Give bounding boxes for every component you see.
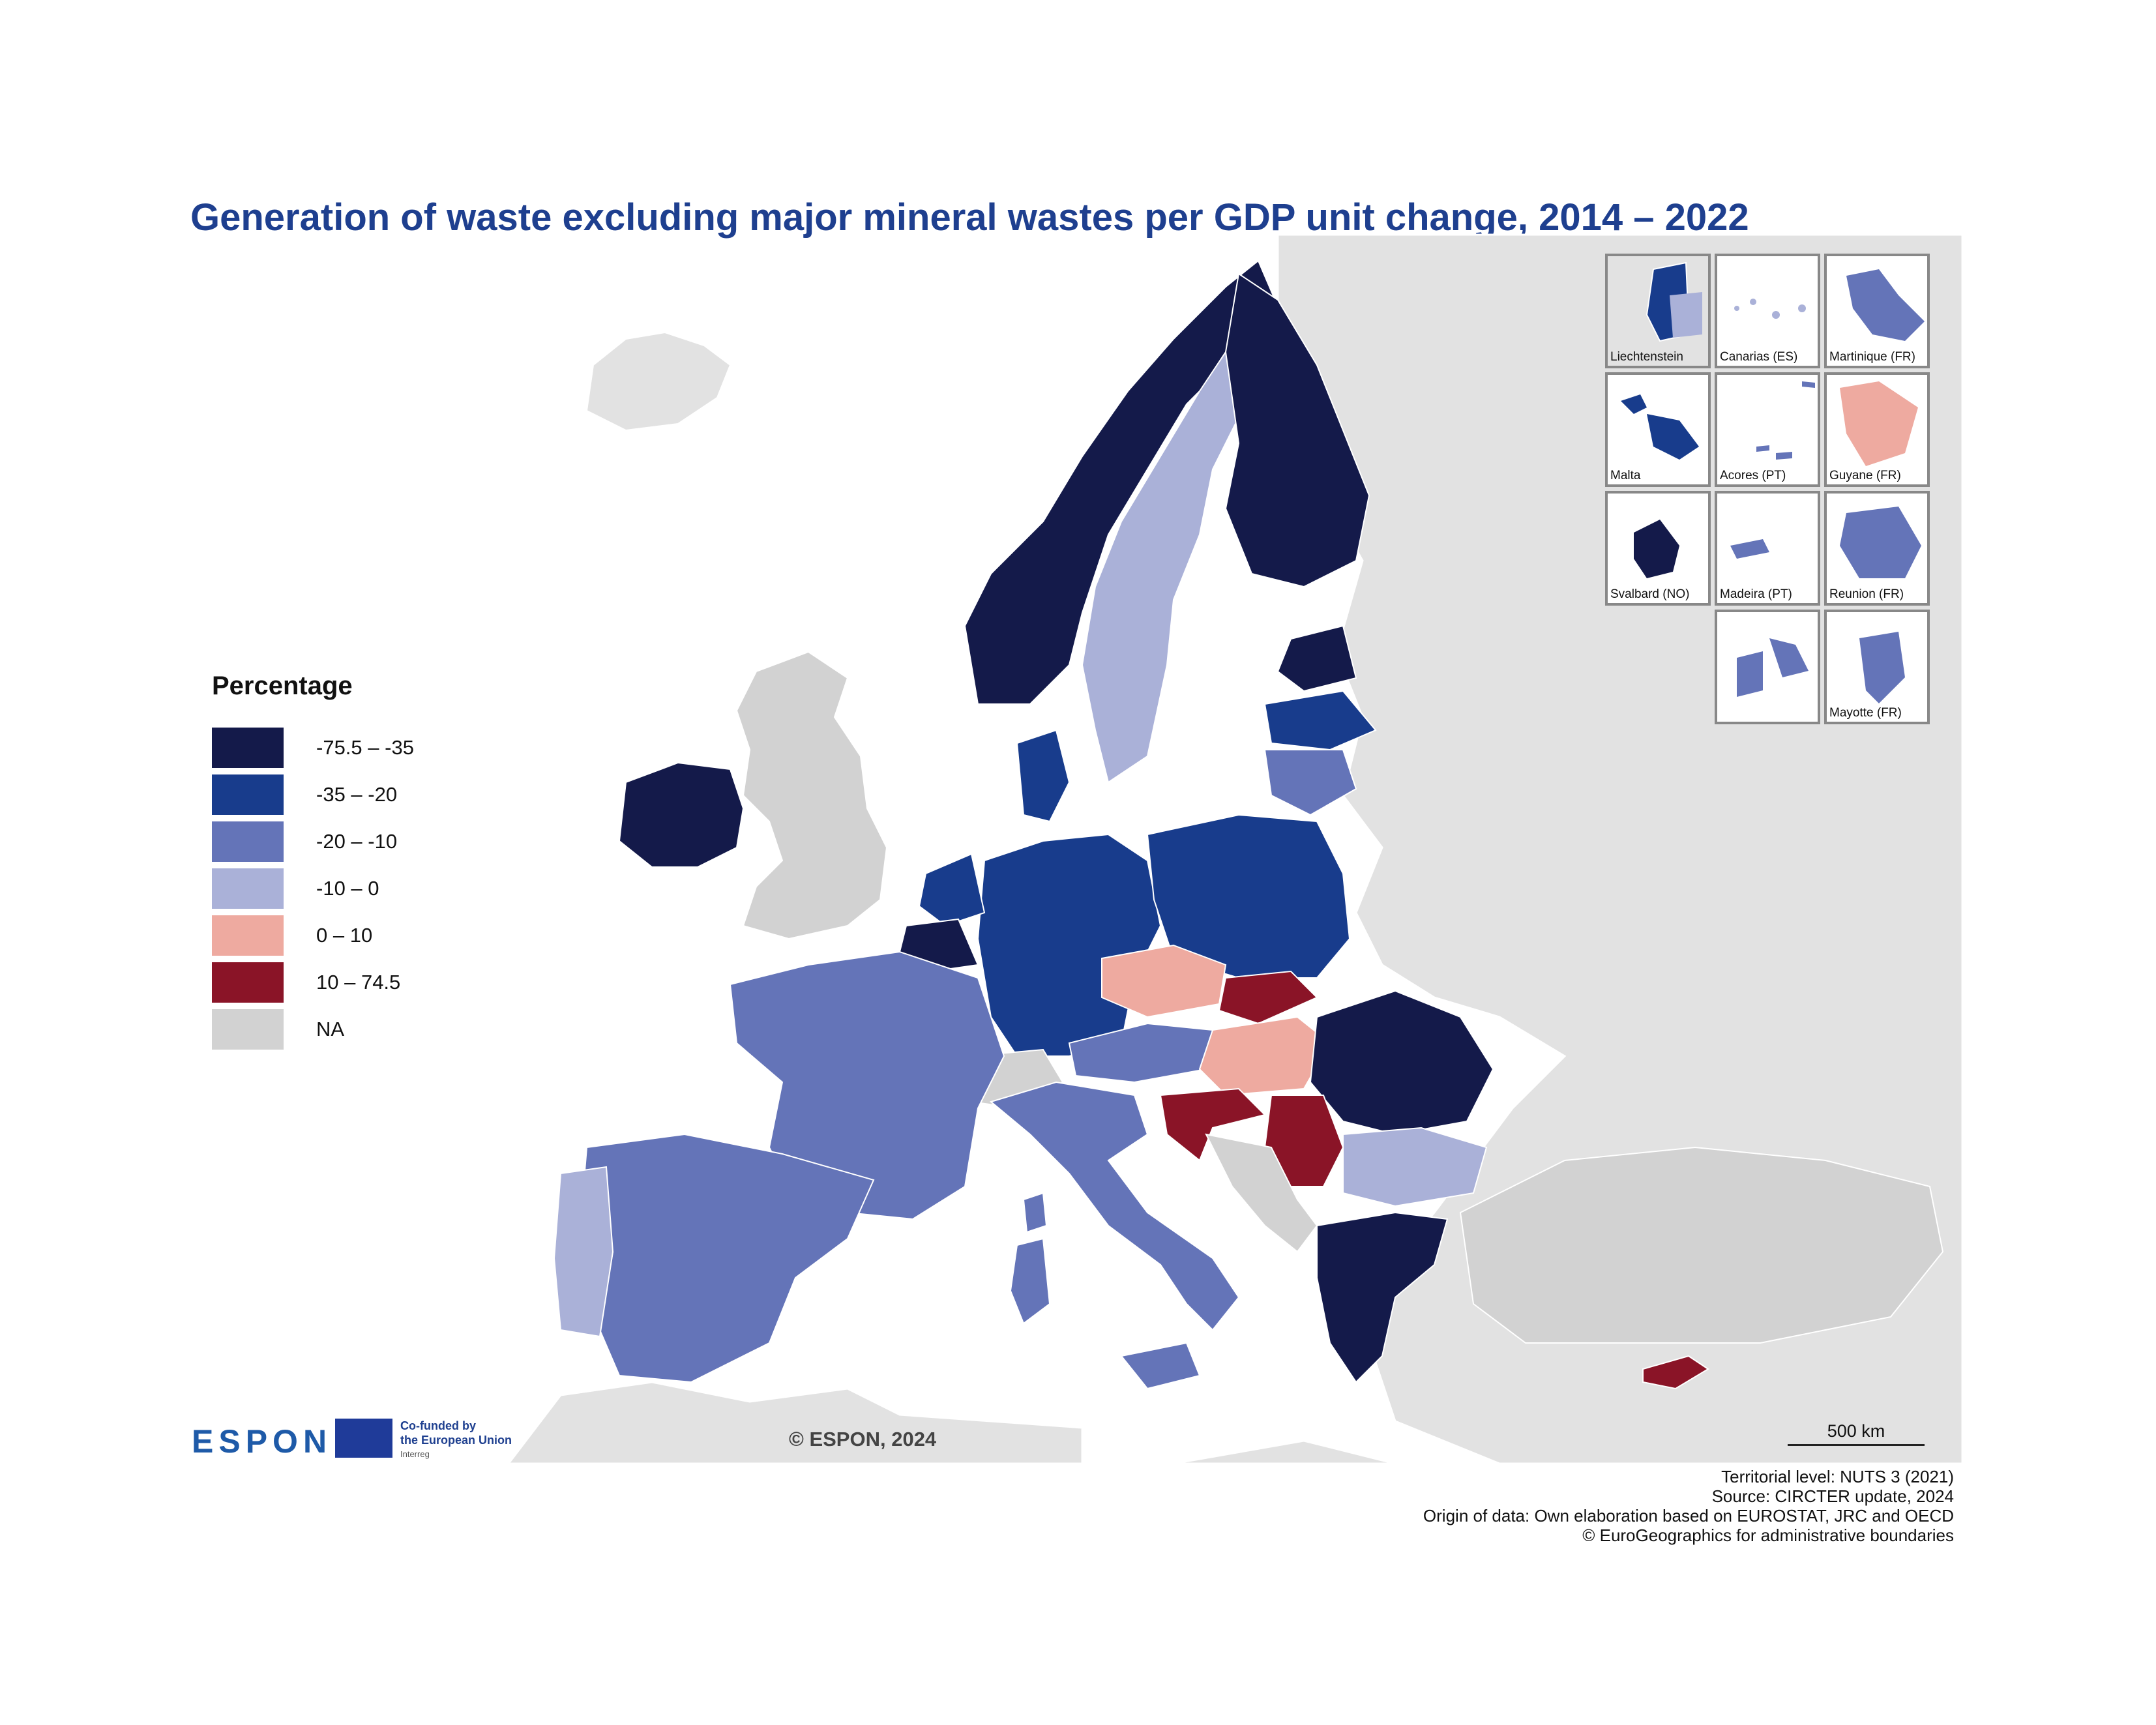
inset-label: Guyane (FR) — [1829, 469, 1901, 482]
inset-canarias: Canarias (ES) — [1715, 254, 1820, 368]
inset-reunion: Reunion (FR) — [1824, 491, 1930, 606]
inset-label: Acores (PT) — [1720, 469, 1786, 482]
eu-flag-icon — [335, 1419, 392, 1458]
region-denmark — [1016, 729, 1071, 823]
legend-item: -75.5 – -35 — [212, 728, 414, 768]
region-netherlands — [918, 853, 986, 927]
region-ireland — [618, 761, 745, 868]
legend-swatch — [212, 728, 284, 768]
legend-swatch — [212, 1009, 284, 1050]
region-estonia — [1277, 625, 1357, 692]
inset-guyane: Guyane (FR) — [1824, 372, 1930, 487]
inset-svalbard: Svalbard (NO) — [1605, 491, 1711, 606]
region-germany — [977, 833, 1162, 1057]
legend-label: -35 – -20 — [316, 783, 398, 806]
region-sicily — [1120, 1342, 1201, 1390]
legend-item: 0 – 10 — [212, 915, 372, 956]
region-poland — [1146, 814, 1351, 979]
inset-martinique: Martinique (FR) — [1824, 254, 1930, 368]
legend-item: -10 – 0 — [212, 868, 379, 909]
inset-label: Canarias (ES) — [1720, 350, 1798, 364]
region-cyprus — [1642, 1355, 1709, 1390]
region-croatia — [1159, 1087, 1266, 1162]
region-corsica — [1022, 1192, 1048, 1233]
legend-swatch — [212, 774, 284, 815]
inset-label: Madeira (PT) — [1720, 587, 1792, 601]
footer-line: Territorial level: NUTS 3 (2021) — [1721, 1467, 1954, 1486]
inset-label: Liechtenstein — [1610, 350, 1683, 364]
legend-label: NA — [316, 1018, 345, 1040]
inset-label: Mayotte (FR) — [1829, 706, 1902, 720]
footer-line: Origin of data: Own elaboration based on… — [1423, 1506, 1954, 1526]
legend-item: 10 – 74.5 — [212, 962, 400, 1003]
inset-guadeloupe — [1715, 610, 1820, 724]
region-sardinia — [1009, 1237, 1051, 1325]
scale-line — [1788, 1444, 1925, 1446]
inset-madeira: Madeira (PT) — [1715, 491, 1820, 606]
region-sweden — [1081, 350, 1240, 784]
espon-logo: ESPON — [192, 1423, 332, 1460]
scale-bar: 500 km — [1788, 1421, 1925, 1446]
eu-line1: Co-funded by — [400, 1419, 476, 1432]
eu-line2: the European Union — [400, 1434, 512, 1447]
eu-line3: Interreg — [400, 1449, 430, 1459]
legend-swatch — [212, 962, 284, 1003]
region-norway — [964, 259, 1279, 705]
region-czechia — [1101, 944, 1227, 1018]
legend-swatch — [212, 868, 284, 909]
legend-title: Percentage — [212, 671, 353, 700]
region-bulgaria — [1342, 1127, 1488, 1207]
inset-label: Malta — [1610, 469, 1641, 482]
legend-label: 0 – 10 — [316, 924, 373, 947]
footer-notes: Territorial level: NUTS 3 (2021) Source:… — [1423, 1467, 1954, 1545]
inset-mayotte: Mayotte (FR) — [1824, 610, 1930, 724]
inset-label: Reunion (FR) — [1829, 587, 1904, 601]
region-finland — [1224, 273, 1370, 588]
footer-line: Source: CIRCTER update, 2024 — [1711, 1486, 1954, 1506]
region-romania — [1309, 990, 1494, 1136]
inset-label: Svalbard (NO) — [1610, 587, 1690, 601]
region-lithuania — [1263, 749, 1357, 816]
inset-acores: Acores (PT) — [1715, 372, 1820, 487]
region-greece — [1316, 1211, 1449, 1383]
legend-swatch — [212, 915, 284, 956]
region-france — [729, 951, 1005, 1220]
legend-label: -10 – 0 — [316, 877, 379, 900]
region-iceland — [585, 331, 731, 432]
region-hungary — [1198, 1016, 1331, 1097]
legend-label: -20 – -10 — [316, 830, 398, 853]
region-united-kingdom — [735, 651, 888, 940]
inset-liechtenstein: Liechtenstein — [1605, 254, 1711, 368]
copyright-label: © ESPON, 2024 — [789, 1428, 937, 1451]
region-italy — [989, 1081, 1240, 1331]
legend-label: -75.5 – -35 — [316, 736, 414, 759]
map-title: Generation of waste excluding major mine… — [190, 196, 1749, 239]
legend-item: -35 – -20 — [212, 774, 397, 815]
eu-cofunded-text: Co-funded by the European Union Interreg — [400, 1419, 512, 1462]
region-turkiye — [1459, 1146, 1944, 1344]
region-latvia — [1263, 690, 1377, 751]
inset-label: Martinique (FR) — [1829, 350, 1915, 364]
region-balkans-na — [1205, 1133, 1318, 1253]
region-slovakia — [1218, 970, 1318, 1025]
scale-label: 500 km — [1827, 1421, 1885, 1441]
legend-swatch — [212, 821, 284, 862]
footer-line: © EuroGeographics for administrative bou… — [1582, 1526, 1954, 1545]
inset-malta: Malta — [1605, 372, 1711, 487]
region-portugal — [553, 1166, 614, 1338]
legend-label: 10 – 74.5 — [316, 971, 401, 994]
legend-item: NA — [212, 1009, 344, 1050]
region-spain — [579, 1133, 875, 1383]
legend-item: -20 – -10 — [212, 821, 397, 862]
